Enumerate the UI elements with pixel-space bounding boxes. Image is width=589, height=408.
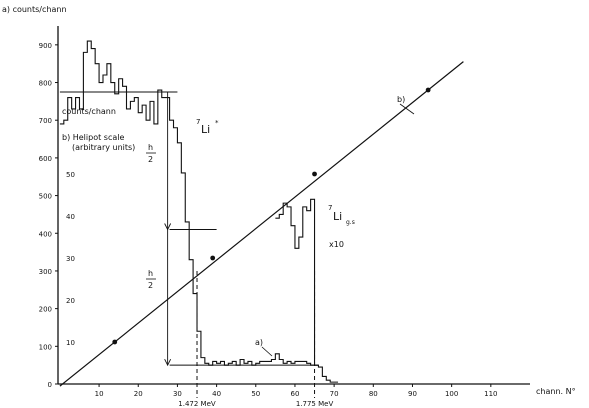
svg-text:h: h	[148, 143, 153, 152]
svg-text:Li: Li	[201, 123, 210, 136]
x-tick-label: 50	[251, 390, 260, 398]
series-b-point	[425, 87, 431, 93]
x-tick-label: 80	[369, 390, 378, 398]
li-excited-label: 7 Li *	[196, 118, 219, 136]
y-axis-title: a) counts/chann	[2, 5, 67, 14]
arrow-head-bottom	[164, 358, 172, 367]
mark-layer: 1.472 MeV 1.775 MeV	[59, 40, 464, 408]
arrow-head-mid	[164, 223, 172, 231]
x-tick-label: 20	[134, 390, 143, 398]
y2-tick-label: 10	[66, 339, 75, 347]
x-tick-label: 60	[290, 390, 299, 398]
svg-text:h: h	[148, 269, 153, 278]
y-tick-label: 700	[39, 117, 52, 125]
x-tick-label: 10	[95, 390, 104, 398]
svg-text:*: *	[215, 119, 219, 127]
series-b-line	[59, 61, 464, 387]
li-gs-peak-step-line	[275, 198, 319, 366]
x-tick-label: 110	[484, 390, 497, 398]
svg-text:x10: x10	[329, 240, 344, 249]
series-b-point	[312, 171, 317, 177]
tick-layer: 10 20 30 40 50 60 70 80 90 100 110 0 100 200 300 400 500…	[39, 42, 498, 398]
series-b-label-leader	[399, 103, 415, 115]
half-height-label-upper: h 2	[146, 143, 156, 164]
svg-text:Li: Li	[333, 210, 342, 223]
y-tick-label: 900	[39, 42, 52, 50]
y-tick-label: 800	[39, 80, 52, 88]
y2-tick-label: 40	[66, 213, 75, 221]
energy-marker-label: 1.472 MeV	[178, 400, 216, 408]
svg-text:2: 2	[148, 155, 153, 164]
y-tick-label: 300	[39, 268, 52, 276]
inner-y-axis-title: counts/chann	[62, 107, 116, 116]
series-a-step-line	[59, 40, 339, 383]
y2-axis-title-line1: b) Helipot scale	[62, 133, 124, 142]
half-height-label-lower: h 2	[146, 269, 156, 290]
x-tick-label: 40	[212, 390, 221, 398]
x-tick-label: 30	[173, 390, 182, 398]
y2-tick-label: 20	[66, 297, 75, 305]
y-tick-label: 0	[48, 381, 52, 389]
svg-text:2: 2	[148, 281, 153, 290]
y-tick-label: 600	[39, 155, 52, 163]
x-axis-title: chann. N°	[536, 387, 576, 396]
svg-text:g.s: g.s	[346, 219, 355, 226]
series-b-label: b)	[397, 95, 405, 104]
x-tick-label: 70	[330, 390, 339, 398]
series-b-point	[210, 255, 216, 261]
y-tick-label: 200	[39, 306, 52, 314]
y-tick-label: 100	[39, 343, 52, 351]
x-tick-label: 100	[445, 390, 458, 398]
y2-tick-label: 30	[66, 255, 75, 263]
series-b-point	[112, 339, 118, 345]
svg-text:7: 7	[196, 118, 200, 126]
series-a-label: a)	[255, 338, 263, 347]
svg-text:7: 7	[328, 204, 332, 212]
y-tick-label: 500	[39, 193, 52, 201]
y2-tick-label: 50	[66, 171, 75, 179]
y2-axis-title-line2: (arbitrary units)	[72, 143, 135, 152]
y-tick-label: 400	[39, 230, 52, 238]
x-tick-label: 90	[408, 390, 417, 398]
series-a-label-leader	[261, 346, 273, 357]
li-gs-label: 7 Li g.s x10	[328, 204, 355, 249]
energy-marker-label: 1.775 MeV	[296, 400, 334, 408]
